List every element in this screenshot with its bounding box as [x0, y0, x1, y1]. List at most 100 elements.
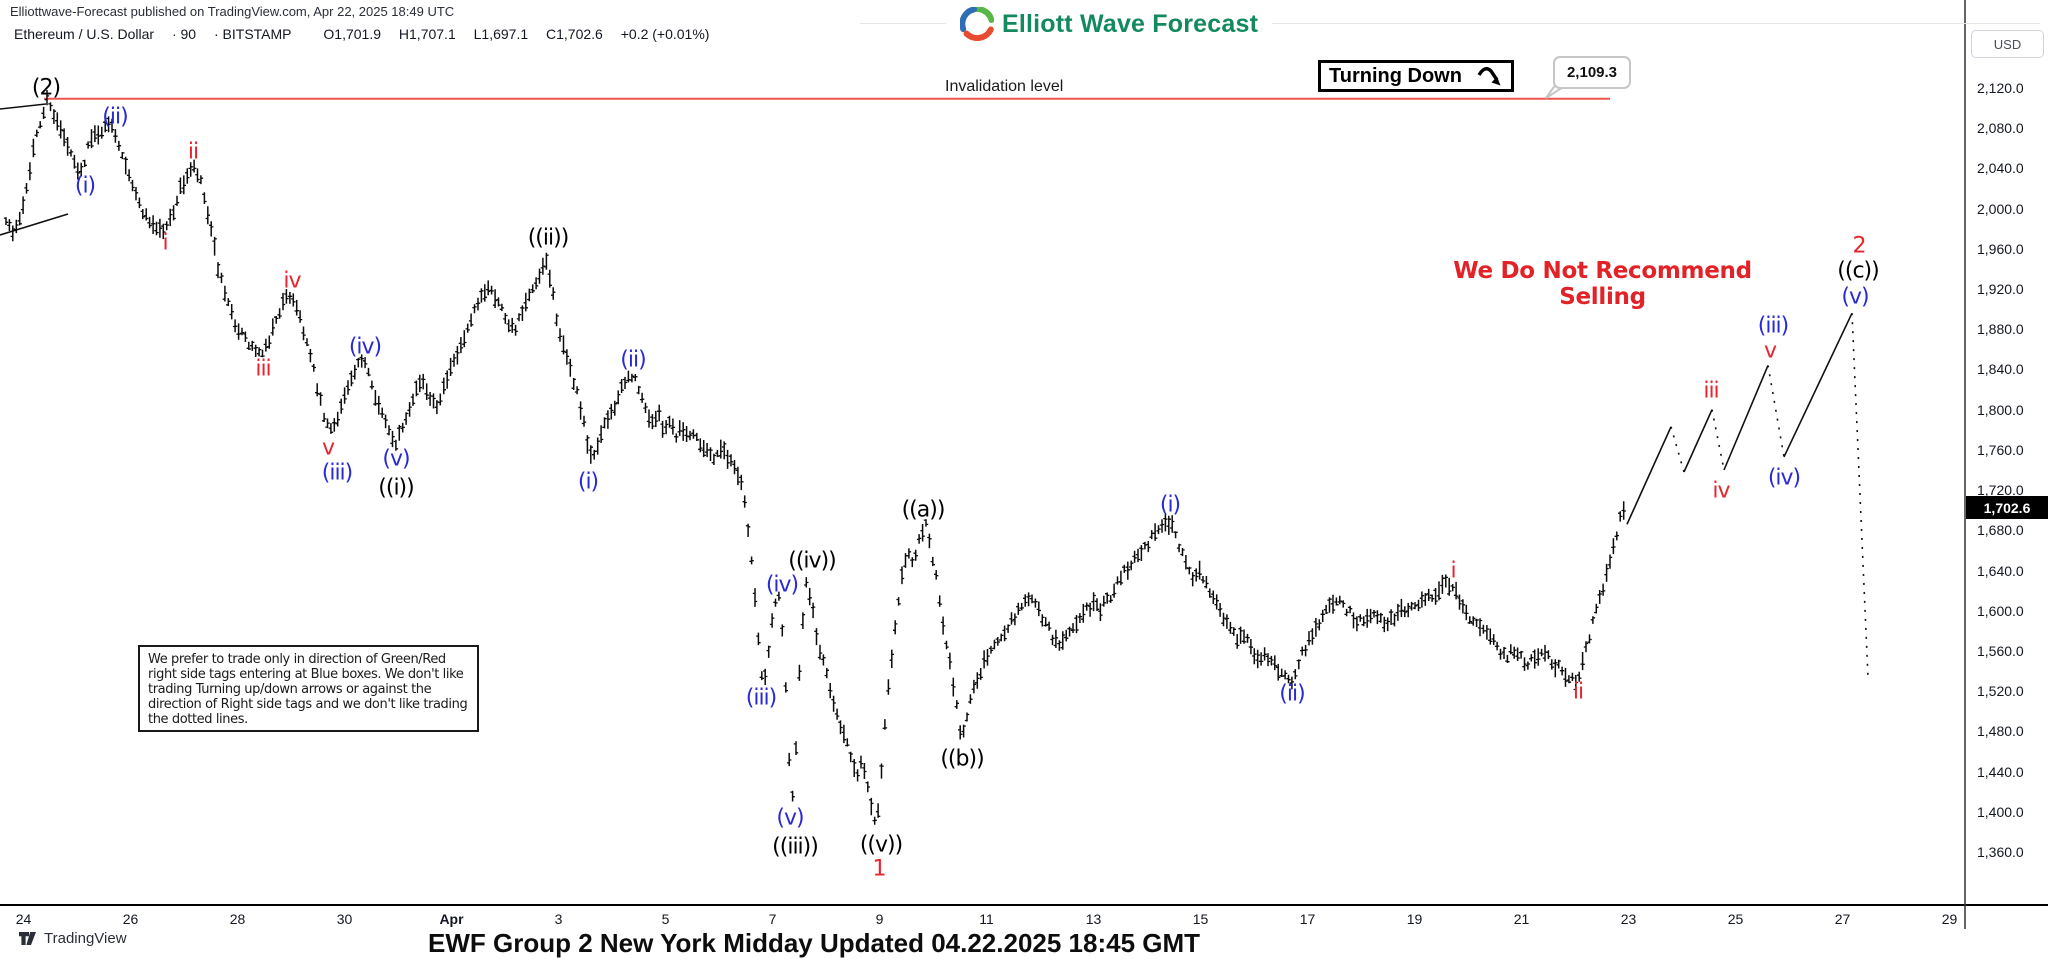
wave-label: i: [162, 230, 168, 256]
wave-label: (ii): [620, 347, 646, 373]
price-tick-label: 1,880.0: [1977, 321, 2024, 338]
ohlc-high: H1,707.1: [398, 26, 456, 42]
ewf-logo-text: Elliott Wave Forecast: [1002, 9, 1259, 38]
no-sell-warning: We Do Not Recommend Selling: [1453, 258, 1752, 310]
price-tick-label: 1,560.0: [1977, 642, 2024, 659]
wave-label: (v): [1841, 284, 1869, 310]
symbol-name: Ethereum / U.S. Dollar · 90 · BITSTAMP: [14, 26, 292, 42]
time-tick-label: 3: [554, 911, 563, 927]
wave-label: iv: [1712, 478, 1730, 504]
time-tick-label: 29: [1941, 911, 1958, 927]
usd-unit-button[interactable]: USD: [1971, 30, 2044, 58]
wave-label: (iv): [1767, 465, 1801, 491]
wave-label: (iii): [1757, 313, 1790, 339]
wave-label: ((iv)): [788, 548, 836, 574]
price-tick-label: 1,800.0: [1977, 401, 2024, 418]
wave-label: (ii): [102, 104, 128, 130]
last-price-tag: 1,702.6: [1966, 496, 2048, 520]
price-tick-label: 1,640.0: [1977, 562, 2024, 579]
price-tick-label: 1,480.0: [1977, 723, 2024, 740]
wave-label: (i): [577, 469, 599, 495]
turning-down-box[interactable]: Turning Down: [1318, 60, 1514, 92]
price-tick-label: 1,680.0: [1977, 522, 2024, 539]
logo-divider-line: [860, 23, 2040, 24]
ohlc-open: O1,701.9: [323, 26, 382, 42]
price-tick-label: 1,520.0: [1977, 683, 2024, 700]
wave-label: ii: [187, 139, 199, 165]
time-tick-label: 13: [1085, 911, 1102, 927]
projection-solid: [1783, 312, 1853, 458]
projection-dashed: [1851, 313, 1869, 678]
ewf-logo: Elliott Wave Forecast: [946, 4, 1273, 44]
projection-dashed: [1711, 409, 1725, 471]
trendline: [0, 103, 47, 110]
tradingview-label: TradingView: [44, 930, 127, 947]
price-tick-label: 2,120.0: [1977, 80, 2024, 96]
time-tick-label: 21: [1513, 911, 1530, 927]
disclaimer-box[interactable]: We prefer to trade only in direction of …: [138, 645, 479, 732]
turning-down-arrow-icon: [1477, 67, 1501, 86]
wave-label: i: [1450, 558, 1456, 584]
invalidation-level-label: Invalidation level: [945, 78, 1064, 95]
wave-label: 1: [872, 856, 887, 882]
projection-dashed: [1767, 365, 1785, 458]
time-tick-label: 17: [1299, 911, 1316, 927]
wave-label: (v): [382, 446, 410, 472]
ohlc-low: L1,697.1: [473, 26, 529, 42]
wave-label: v: [321, 435, 335, 461]
wave-label: ii: [1572, 679, 1584, 705]
price-tick-label: 2,000.0: [1977, 200, 2024, 217]
price-tick-label: 1,760.0: [1977, 441, 2024, 458]
price-tick-label: 2,080.0: [1977, 120, 2024, 137]
wave-label: v: [1763, 338, 1777, 364]
time-tick-label: 28: [229, 911, 246, 927]
bottom-title: EWF Group 2 New York Midday Updated 04.2…: [428, 928, 1201, 958]
time-tick-label: 23: [1620, 911, 1637, 927]
time-tick-label: 24: [15, 911, 32, 927]
price-tick-label: 1,840.0: [1977, 361, 2024, 378]
time-tick-label: Apr: [439, 911, 464, 927]
time-tick-label: 26: [122, 911, 139, 927]
ewf-swirl-icon: [960, 7, 994, 41]
wave-label: ((a)): [901, 497, 946, 523]
wave-label: (v): [776, 805, 804, 831]
time-tick-label: 7: [768, 911, 777, 927]
wave-label: 2: [1852, 233, 1867, 259]
wave-label: iii: [1703, 378, 1719, 404]
symbol-info-bar[interactable]: Ethereum / U.S. Dollar · 90 · BITSTAMP O…: [14, 26, 723, 42]
wave-label: (ii): [1279, 681, 1305, 707]
price-tick-label: 1,600.0: [1977, 602, 2024, 619]
projection-solid: [1683, 409, 1713, 473]
price-tick-label: 1,960.0: [1977, 240, 2024, 257]
trendline: [0, 213, 69, 236]
tradingview-brand[interactable]: TradingView: [18, 929, 127, 948]
wave-label: (i): [74, 173, 96, 199]
time-tick-label: 27: [1834, 911, 1851, 927]
wave-label: ((c)): [1837, 258, 1879, 284]
wave-label: ((b)): [940, 746, 984, 772]
wave-label: (i): [1159, 492, 1181, 518]
time-tick-label: 11: [979, 911, 994, 927]
price-tick-label: 1,360.0: [1977, 843, 2024, 860]
ohlc-close: C1,702.6: [546, 26, 603, 42]
price-callout[interactable]: 2,109.3: [1553, 56, 1631, 89]
wave-label: (iv): [348, 334, 382, 360]
wave-label: (iv): [765, 572, 799, 598]
price-bar-ticks: [3, 95, 1626, 822]
time-tick-label: 25: [1727, 911, 1744, 927]
published-line: Elliottwave-Forecast published on Tradin…: [10, 4, 455, 19]
time-tick-label: 9: [875, 911, 884, 927]
ohlc-change: +0.2 (+0.01%): [620, 26, 710, 42]
time-tick-label: 30: [336, 911, 353, 927]
price-tick-label: 1,720.0: [1977, 482, 2024, 499]
price-tick-label: 1,400.0: [1977, 803, 2024, 820]
turning-down-label: Turning Down: [1329, 64, 1462, 87]
wave-label: iv: [283, 268, 301, 294]
wave-label: ((iii)): [772, 834, 819, 860]
tradingview-icon: [19, 932, 36, 945]
wave-label: (2): [31, 75, 61, 101]
projection-solid: [1723, 365, 1769, 471]
time-tick-label: 15: [1192, 911, 1209, 927]
